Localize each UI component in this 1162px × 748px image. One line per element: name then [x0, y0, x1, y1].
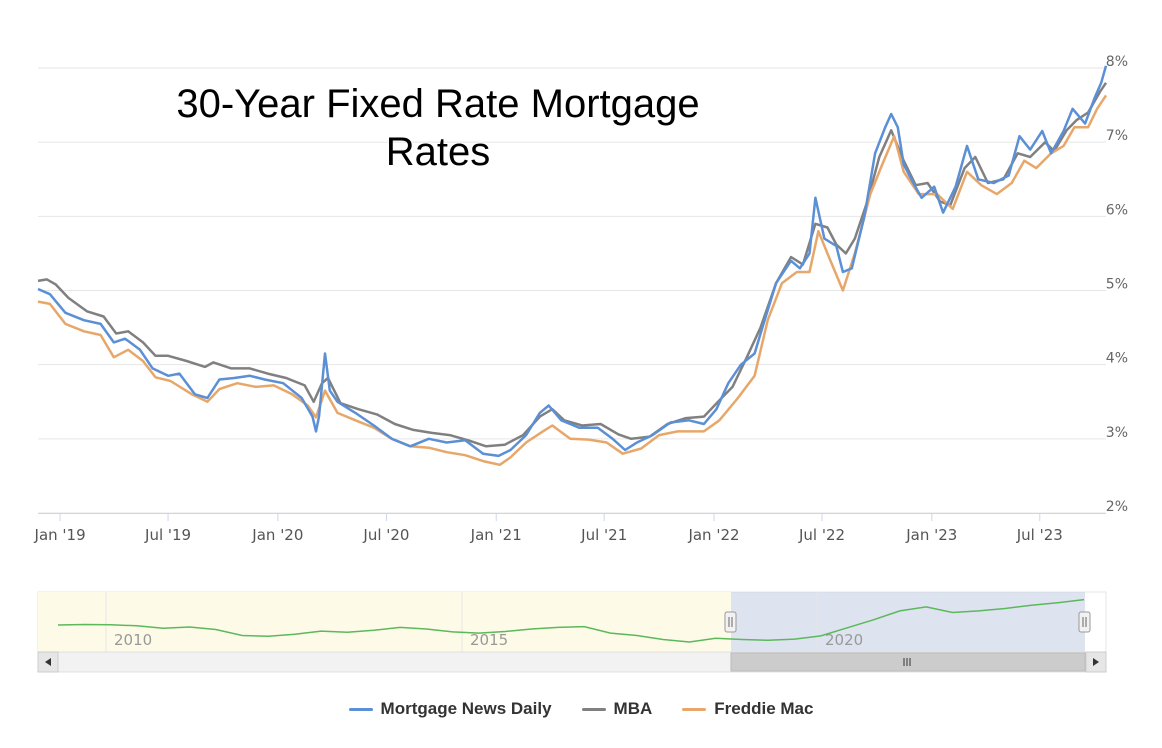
legend-label: MBA [613, 699, 653, 718]
y-tick-label: 3% [1106, 425, 1128, 441]
y-tick-label: 8% [1106, 54, 1128, 70]
y-tick-label: 6% [1106, 202, 1128, 218]
navigator-grid [105, 592, 818, 652]
navigator-line [57, 598, 1085, 643]
y-axis-labels: 2% 3% 4% 5% 6% 7% 8% [1106, 54, 1128, 515]
scroll-right-button[interactable] [1085, 651, 1107, 673]
chart-title-line-2: Rates [385, 130, 491, 174]
scrollbar-grip-icon [903, 658, 911, 666]
navigator-selected-range[interactable] [731, 592, 1085, 652]
y-tick-label: 2% [1106, 499, 1128, 515]
legend-item-mortgage-news-daily[interactable]: Mortgage News Daily [348, 699, 552, 719]
arrow-left-icon [45, 658, 51, 666]
navigator-year-label: 2010 [114, 631, 152, 649]
x-tick-label: Jul '22 [798, 526, 845, 544]
grid-lines [38, 67, 1106, 514]
x-tick-label: Jan '22 [687, 526, 739, 544]
navigator[interactable]: 2010 2015 2020 [37, 591, 1107, 653]
navigator-year-label: 2015 [470, 631, 508, 649]
series-lines [37, 65, 1108, 467]
series-line-mortgage-news-daily[interactable] [37, 65, 1108, 458]
x-tick-label: Jan '19 [34, 526, 86, 544]
x-tick-label: Jul '21 [580, 526, 627, 544]
scroll-left-button[interactable] [37, 651, 59, 673]
x-tick-label: Jan '23 [905, 526, 957, 544]
legend-item-mba[interactable]: MBA [581, 699, 653, 719]
chart-title-line-1: 30-Year Fixed Rate Mortgage [176, 82, 700, 126]
x-tick-label: Jul '20 [362, 526, 409, 544]
navigator-right-handle[interactable] [1078, 611, 1091, 633]
chart-title: 30-Year Fixed Rate Mortgage Rates [118, 80, 758, 176]
x-tick-label: Jan '20 [251, 526, 303, 544]
scrollbar[interactable] [37, 651, 1107, 673]
y-tick-label: 4% [1106, 351, 1128, 367]
legend-swatch-mba [581, 707, 606, 711]
navigator-year-labels: 2010 2015 2020 [114, 631, 863, 649]
y-tick-label: 7% [1106, 128, 1128, 144]
legend-swatch-mortgage-news-daily [348, 707, 373, 711]
legend-swatch-freddie-mac [682, 707, 707, 711]
navigator-left-handle[interactable] [724, 611, 737, 633]
legend-label: Freddie Mac [714, 699, 814, 718]
x-tick-label: Jul '19 [144, 526, 191, 544]
legend-label: Mortgage News Daily [380, 699, 552, 718]
x-tick-label: Jul '23 [1016, 526, 1063, 544]
series-line-mba[interactable] [37, 82, 1108, 448]
scrollbar-thumb[interactable] [730, 652, 1086, 672]
x-axis-labels: Jan '19 Jul '19 Jan '20 Jul '20 Jan '21 Jul '… [34, 513, 1063, 544]
navigator-year-label: 2020 [825, 631, 863, 649]
legend-item-freddie-mac[interactable]: Freddie Mac [682, 699, 813, 719]
navigator-unselected-range [38, 592, 731, 652]
legend: Mortgage News Daily MBA Freddie Mac [0, 694, 1162, 724]
series-line-freddie-mac[interactable] [37, 94, 1108, 467]
arrow-right-icon [1093, 658, 1099, 666]
y-tick-label: 5% [1106, 277, 1128, 293]
x-tick-label: Jan '21 [470, 526, 522, 544]
